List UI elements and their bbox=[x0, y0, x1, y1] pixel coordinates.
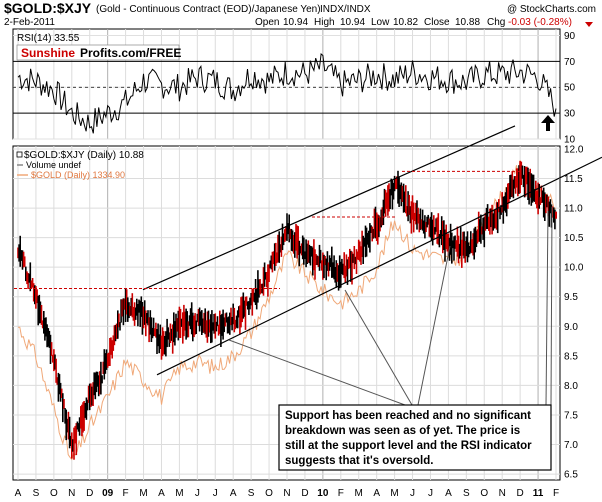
annotation-line-3: still at the support level and the RSI i… bbox=[285, 440, 532, 452]
rsi-tick-label: 50 bbox=[564, 83, 576, 94]
rsi-tick-label: 10 bbox=[564, 135, 576, 146]
x-tick-label: 10 bbox=[317, 488, 329, 499]
chart-symbol: $GOLD:$XJY bbox=[4, 0, 92, 16]
price-tick-label: 8.0 bbox=[564, 381, 578, 392]
x-tick-label: M bbox=[139, 488, 147, 499]
chart-description: (Gold - Continuous Contract (EOD)/Japane… bbox=[96, 4, 321, 15]
rsi-line bbox=[17, 53, 557, 134]
price-tick-label: 6.5 bbox=[564, 470, 578, 481]
x-tick-label: F bbox=[338, 488, 344, 499]
channel-upper-line bbox=[142, 125, 516, 291]
gold-line bbox=[18, 160, 557, 461]
x-tick-label: J bbox=[410, 488, 415, 499]
x-tick-label: F bbox=[553, 488, 559, 499]
price-tick-label: 9.5 bbox=[564, 292, 578, 303]
trend-channel bbox=[142, 125, 602, 376]
price-tick-label: 7.5 bbox=[564, 410, 578, 421]
x-tick-label: M bbox=[390, 488, 398, 499]
annotation-line-1: Support has been reached and no signific… bbox=[285, 410, 531, 422]
chg-value: -0.03 (-0.28%) bbox=[508, 17, 572, 28]
close-label: Close bbox=[424, 17, 450, 28]
x-tick-label: N bbox=[68, 488, 75, 499]
legend-main-swatch bbox=[16, 151, 23, 158]
x-tick-label: A bbox=[230, 488, 237, 499]
close-value: 10.88 bbox=[455, 17, 480, 28]
price-tick-label: 12.0 bbox=[564, 144, 584, 155]
rsi-y-axis: 10 30 50 70 90 bbox=[564, 31, 576, 146]
resistance-levels bbox=[14, 170, 520, 289]
x-tick-label: S bbox=[33, 488, 40, 499]
chg-down-icon bbox=[585, 22, 593, 27]
x-tick-label: O bbox=[265, 488, 273, 499]
price-tick-label: 8.5 bbox=[564, 351, 578, 362]
rsi-panel: 10 30 50 70 90 RSI(14) 33.55 Sunshine Profit… bbox=[12, 28, 576, 146]
annotation-line-2: breakdown was seen as of yet. The price … bbox=[285, 425, 520, 437]
sunshine-watermark-box bbox=[16, 44, 180, 61]
annotation-pointer bbox=[417, 245, 451, 406]
legend-main: $GOLD:$XJY (Daily) 10.88 bbox=[24, 150, 144, 161]
x-tick-label: J bbox=[213, 488, 218, 499]
x-tick-label: 11 bbox=[533, 488, 544, 499]
chart-exchange: INDX/INDX bbox=[320, 4, 371, 15]
rsi-tick-label: 70 bbox=[564, 57, 576, 68]
low-value: 10.82 bbox=[393, 17, 418, 28]
open-value: 10.94 bbox=[283, 17, 308, 28]
rsi-tick-label: 90 bbox=[564, 31, 576, 42]
annotation-line-4: suggests that it's oversold. bbox=[285, 455, 433, 467]
x-tick-label: A bbox=[15, 488, 22, 499]
x-tick-label: J bbox=[428, 488, 433, 499]
legend-gold: $GOLD (Daily) 1334.90 bbox=[31, 170, 125, 180]
x-tick-label: A bbox=[445, 488, 452, 499]
annotation-pointer bbox=[228, 339, 406, 406]
x-tick-label: A bbox=[373, 488, 380, 499]
high-label: High bbox=[314, 17, 335, 28]
sunshine-watermark-black: Profits.com/FREE bbox=[80, 46, 181, 60]
gold-series bbox=[18, 160, 557, 461]
price-tick-label: 10.0 bbox=[564, 263, 584, 274]
x-tick-label: M bbox=[355, 488, 363, 499]
x-tick-label: N bbox=[499, 488, 506, 499]
x-tick-label: D bbox=[86, 488, 93, 499]
channel-lower-line bbox=[156, 156, 602, 376]
rsi-tick-label: 30 bbox=[564, 109, 576, 120]
price-tick-label: 7.0 bbox=[564, 440, 578, 451]
oversold-up-arrow-icon bbox=[539, 115, 555, 131]
x-axis: A S O N D 09 F M A M J J A S O N D 10 F M A M J J A S O N D 11 F bbox=[15, 488, 559, 499]
sunshine-watermark-red: Sunshine bbox=[21, 46, 75, 60]
x-tick-label: F bbox=[123, 488, 129, 499]
x-tick-label: J bbox=[195, 488, 200, 499]
stockcharts-copyright: @ StockCharts.com bbox=[507, 4, 596, 15]
annotation-box bbox=[278, 404, 552, 471]
price-tick-label: 11.0 bbox=[564, 204, 583, 215]
x-tick-label: S bbox=[248, 488, 255, 499]
rsi-label: RSI(14) 33.55 bbox=[17, 33, 80, 44]
x-tick-label: D bbox=[517, 488, 524, 499]
open-label: Open bbox=[255, 17, 279, 28]
legend-volume: Volume undef bbox=[26, 160, 82, 170]
x-tick-label: A bbox=[158, 488, 165, 499]
x-tick-label: O bbox=[480, 488, 488, 499]
rsi-series bbox=[17, 53, 557, 134]
annotation-pointer bbox=[545, 210, 549, 406]
price-y-axis: 6.5 7.0 7.5 8.0 8.5 9.0 9.5 10.0 10.5 11.0 11.5 12.… bbox=[564, 144, 584, 480]
price-tick-label: 11.5 bbox=[564, 174, 583, 185]
annotation-pointer-lines bbox=[228, 206, 553, 406]
chg-label: Chg bbox=[487, 17, 505, 28]
low-label: Low bbox=[371, 17, 390, 28]
x-tick-label: D bbox=[301, 488, 308, 499]
x-tick-label: N bbox=[283, 488, 290, 499]
price-panel: 6.5 7.0 7.5 8.0 8.5 9.0 9.5 10.0 10.5 11.0 11.5 12.… bbox=[12, 125, 602, 481]
annotation-pointer bbox=[550, 206, 553, 406]
chart-date: 2-Feb-2011 bbox=[4, 17, 55, 28]
annotation-pointer bbox=[344, 289, 413, 406]
x-tick-label: 09 bbox=[102, 488, 114, 499]
high-value: 10.94 bbox=[340, 17, 365, 28]
price-bars bbox=[17, 161, 557, 460]
x-tick-label: M bbox=[175, 488, 183, 499]
price-tick-label: 9.0 bbox=[564, 322, 578, 333]
x-tick-label: O bbox=[50, 488, 58, 499]
x-tick-label: S bbox=[463, 488, 470, 499]
price-tick-label: 10.5 bbox=[564, 233, 584, 244]
